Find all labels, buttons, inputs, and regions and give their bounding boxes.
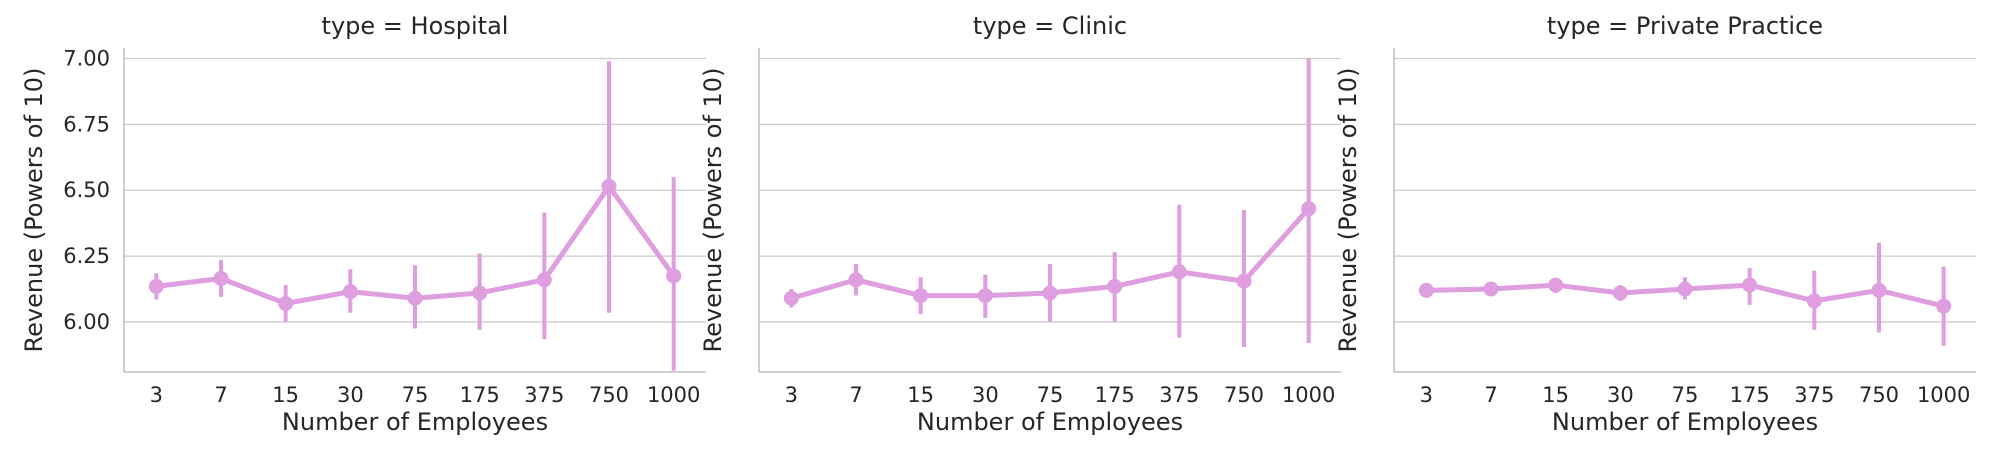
x-tick-label: 750 (1859, 383, 1899, 407)
facet-panel-2: 3 7 15 30 75 175 375 750 1000 Number of Employees… (699, 12, 1341, 436)
data-point (278, 296, 294, 312)
data-point (1742, 277, 1758, 293)
x-tick-label: 7 (214, 383, 227, 407)
data-point (601, 178, 617, 194)
data-point (1107, 278, 1123, 294)
panel-title: type = Hospital (322, 12, 509, 40)
data-point (1236, 273, 1252, 289)
data-point (342, 284, 358, 300)
x-axis-label: Number of Employees (1552, 408, 1818, 436)
data-point (148, 278, 164, 294)
data-point (783, 290, 799, 306)
data-point (1171, 264, 1187, 280)
x-tick-label: 175 (1095, 383, 1135, 407)
x-tick-label: 1000 (647, 383, 700, 407)
x-tick-label: 7 (849, 383, 862, 407)
data-point (666, 268, 682, 284)
data-point (1418, 282, 1434, 298)
x-tick-label: 75 (1672, 383, 1699, 407)
x-tick-label: 30 (337, 383, 364, 407)
panel-title: type = Private Practice (1547, 12, 1823, 40)
y-tick-label: 6.75 (63, 112, 110, 136)
y-axis-label: Revenue (Powers of 10) (699, 68, 727, 353)
data-point (213, 270, 229, 286)
x-tick-label: 75 (402, 383, 429, 407)
data-point (1612, 285, 1628, 301)
facet-panel-3: 3 7 15 30 75 175 375 750 1000 Number of Employees… (1334, 12, 1976, 436)
x-tick-label: 75 (1037, 383, 1064, 407)
y-axis-label: Revenue (Powers of 10) (20, 68, 48, 353)
data-point (1042, 285, 1058, 301)
y-tick-label: 6.00 (63, 310, 110, 334)
data-point (407, 290, 423, 306)
x-tick-label: 30 (1607, 383, 1634, 407)
data-point (1548, 277, 1564, 293)
data-point (1871, 282, 1887, 298)
x-tick-label: 15 (907, 383, 934, 407)
facet-panel-1: 6.00 6.25 6.50 6.75 7.00 3 7 15 30 75 175 375 750 100… (20, 12, 706, 436)
data-point (913, 288, 929, 304)
x-tick-label: 3 (1420, 383, 1433, 407)
x-tick-label: 750 (1224, 383, 1264, 407)
data-point (1301, 201, 1317, 217)
x-tick-label: 750 (589, 383, 629, 407)
data-point (1936, 298, 1952, 314)
x-tick-label: 1000 (1282, 383, 1335, 407)
y-axis-label: Revenue (Powers of 10) (1334, 68, 1362, 353)
x-tick-label: 15 (272, 383, 299, 407)
data-point (1677, 281, 1693, 297)
x-tick-label: 375 (1794, 383, 1834, 407)
x-tick-label: 375 (1159, 383, 1199, 407)
y-tick-label: 7.00 (63, 47, 110, 71)
x-tick-label: 1000 (1917, 383, 1970, 407)
data-point (472, 285, 488, 301)
x-tick-label: 175 (460, 383, 500, 407)
data-point (1806, 293, 1822, 309)
y-tick-label: 6.50 (63, 178, 110, 202)
x-axis-label: Number of Employees (917, 408, 1183, 436)
x-tick-label: 15 (1542, 383, 1569, 407)
x-tick-label: 30 (972, 383, 999, 407)
x-tick-label: 3 (785, 383, 798, 407)
data-point (977, 288, 993, 304)
data-point (536, 272, 552, 288)
x-tick-label: 7 (1484, 383, 1497, 407)
x-tick-label: 375 (524, 383, 564, 407)
x-tick-label: 175 (1730, 383, 1770, 407)
x-axis-label: Number of Employees (282, 408, 548, 436)
data-point (848, 272, 864, 288)
panel-title: type = Clinic (973, 12, 1127, 40)
data-point (1483, 281, 1499, 297)
x-tick-label: 3 (150, 383, 163, 407)
y-tick-label: 6.25 (63, 244, 110, 268)
